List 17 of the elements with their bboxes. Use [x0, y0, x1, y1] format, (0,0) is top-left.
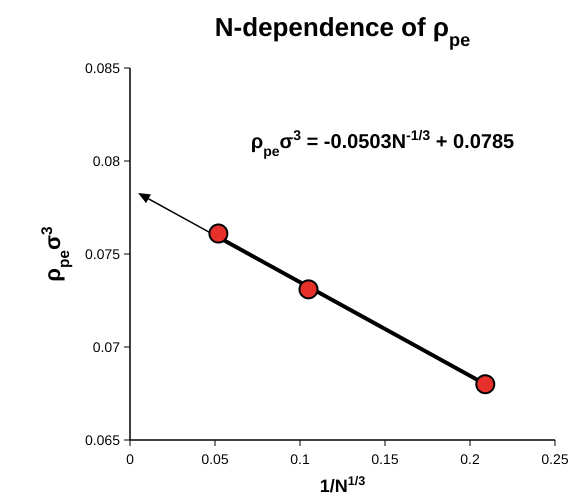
- chart-title: N-dependence of ρ$_{pe}$: [214, 12, 470, 50]
- y-tick-label: 0.065: [84, 432, 120, 448]
- x-tick-label: 0.2: [460, 451, 480, 467]
- x-tick-label: 0: [126, 451, 134, 467]
- point: [298, 279, 318, 300]
- x-axis-title: 1/N$^{1/3}$: [320, 474, 366, 496]
- x-tick-label: 0.15: [371, 451, 399, 467]
- y-tick-label: 0.085: [84, 60, 120, 76]
- x-tick-label: 0.05: [201, 451, 229, 467]
- y-tick-label: 0.08: [92, 152, 120, 169]
- point: [208, 224, 228, 244]
- y-tick-label: 0.07: [92, 338, 120, 355]
- x-tick-label: 0.1: [290, 451, 310, 467]
- x-tick-label: 0.25: [541, 451, 569, 467]
- point: [475, 374, 496, 394]
- annotation: ρ$_{pe}$σ$^{3}$ = -0.0503N$^{-1/3}$ + 0.0785: [250, 127, 514, 159]
- y-tick-label: 0.075: [84, 246, 120, 262]
